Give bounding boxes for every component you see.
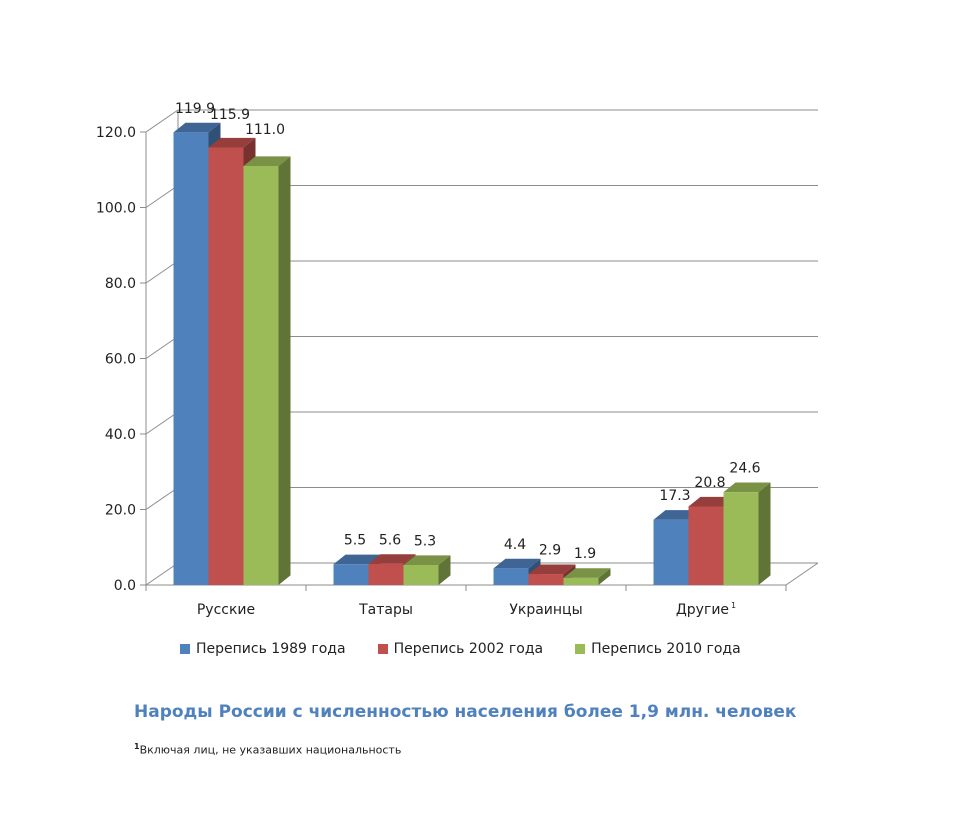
y-tick-label: 0.0: [114, 578, 136, 594]
bar-side: [438, 555, 451, 585]
y-tick-label: 40.0: [105, 427, 136, 443]
data-label: 119.9: [175, 101, 215, 117]
data-label: 24.6: [729, 461, 760, 477]
data-label: 1.9: [574, 546, 596, 562]
x-tick-label: Татары: [358, 602, 413, 618]
y-tick-label: 120.0: [96, 125, 136, 141]
bar: [208, 147, 244, 586]
legend-swatch: [575, 644, 586, 654]
bar: [563, 577, 599, 585]
footnote-marker: 1: [134, 742, 140, 751]
data-label: 111.0: [245, 122, 285, 138]
bar-top: [563, 568, 611, 578]
bar-top: [173, 122, 221, 133]
bar: [243, 165, 279, 585]
footnote-text: Включая лиц, не указавших национальность: [139, 743, 402, 757]
data-label: 20.8: [694, 475, 725, 491]
bar: [493, 568, 529, 585]
gridline-depth: [145, 260, 179, 284]
chart-title: Народы России с численностью населения б…: [134, 702, 797, 722]
bar-top: [208, 137, 256, 148]
gridline-depth: [145, 336, 179, 359]
bar-top: [368, 554, 416, 564]
x-tick-label: Русские: [197, 602, 255, 618]
gridline-depth: [145, 411, 179, 435]
gridline-depth: [145, 562, 179, 586]
data-label: 5.5: [344, 533, 366, 549]
bar: [528, 574, 564, 585]
gridline-depth: [145, 185, 179, 208]
legend-label: Перепись 1989 года: [196, 641, 346, 657]
legend-swatch: [377, 644, 388, 654]
bar-top: [243, 156, 291, 166]
legend-item-2002[interactable]: Перепись 2002 года: [377, 641, 544, 657]
legend-item-2010[interactable]: Перепись 2010 года: [575, 641, 741, 657]
y-tick-label: 80.0: [105, 276, 136, 292]
bar-top: [493, 558, 541, 569]
x-tick-label: Украинцы: [509, 602, 582, 618]
bar: [653, 519, 689, 585]
bar: [368, 563, 404, 585]
y-tick-label: 60.0: [105, 352, 136, 368]
data-label: 4.4: [504, 537, 526, 553]
bar-side: [598, 568, 611, 585]
y-tick-label: 100.0: [96, 201, 136, 217]
legend-item-1989[interactable]: Перепись 1989 года: [180, 641, 346, 657]
bar: [403, 564, 439, 585]
bar: [333, 564, 369, 585]
data-label: 5.6: [379, 532, 401, 548]
x-tick-label: Другие 1: [676, 601, 736, 618]
x-tick-label-superscript: 1: [731, 601, 736, 610]
y-tick-label: 20.0: [105, 503, 136, 519]
bars: [173, 122, 771, 586]
bar-side: [758, 482, 771, 585]
footnote: 1Включая лиц, не указавших национальност…: [134, 742, 401, 757]
legend-label: Перепись 2010 года: [591, 641, 741, 657]
bar-chart: 0.0 20.0 40.0 60.0 80.0 100.0 120.0 Русские Тата…: [96, 101, 819, 618]
legend-swatch: [180, 644, 190, 654]
data-label: 2.9: [539, 542, 561, 558]
legend-label: Перепись 2002 года: [393, 641, 544, 657]
bar-top: [333, 554, 381, 565]
bar: [173, 132, 209, 585]
data-label: 17.3: [659, 488, 690, 504]
bar: [688, 506, 724, 585]
bar-side: [278, 156, 291, 585]
gridline-depth: [145, 487, 179, 510]
legend: Перепись 1989 года Перепись 2002 года Пе…: [180, 641, 741, 657]
bar-top: [403, 555, 451, 565]
data-label: 5.3: [414, 533, 436, 549]
bar: [723, 492, 759, 585]
bar-top: [528, 564, 576, 575]
data-label: 115.9: [210, 107, 250, 123]
bar-top: [723, 482, 771, 493]
floor-edge: [785, 562, 819, 586]
gridline-depth: [145, 109, 179, 133]
